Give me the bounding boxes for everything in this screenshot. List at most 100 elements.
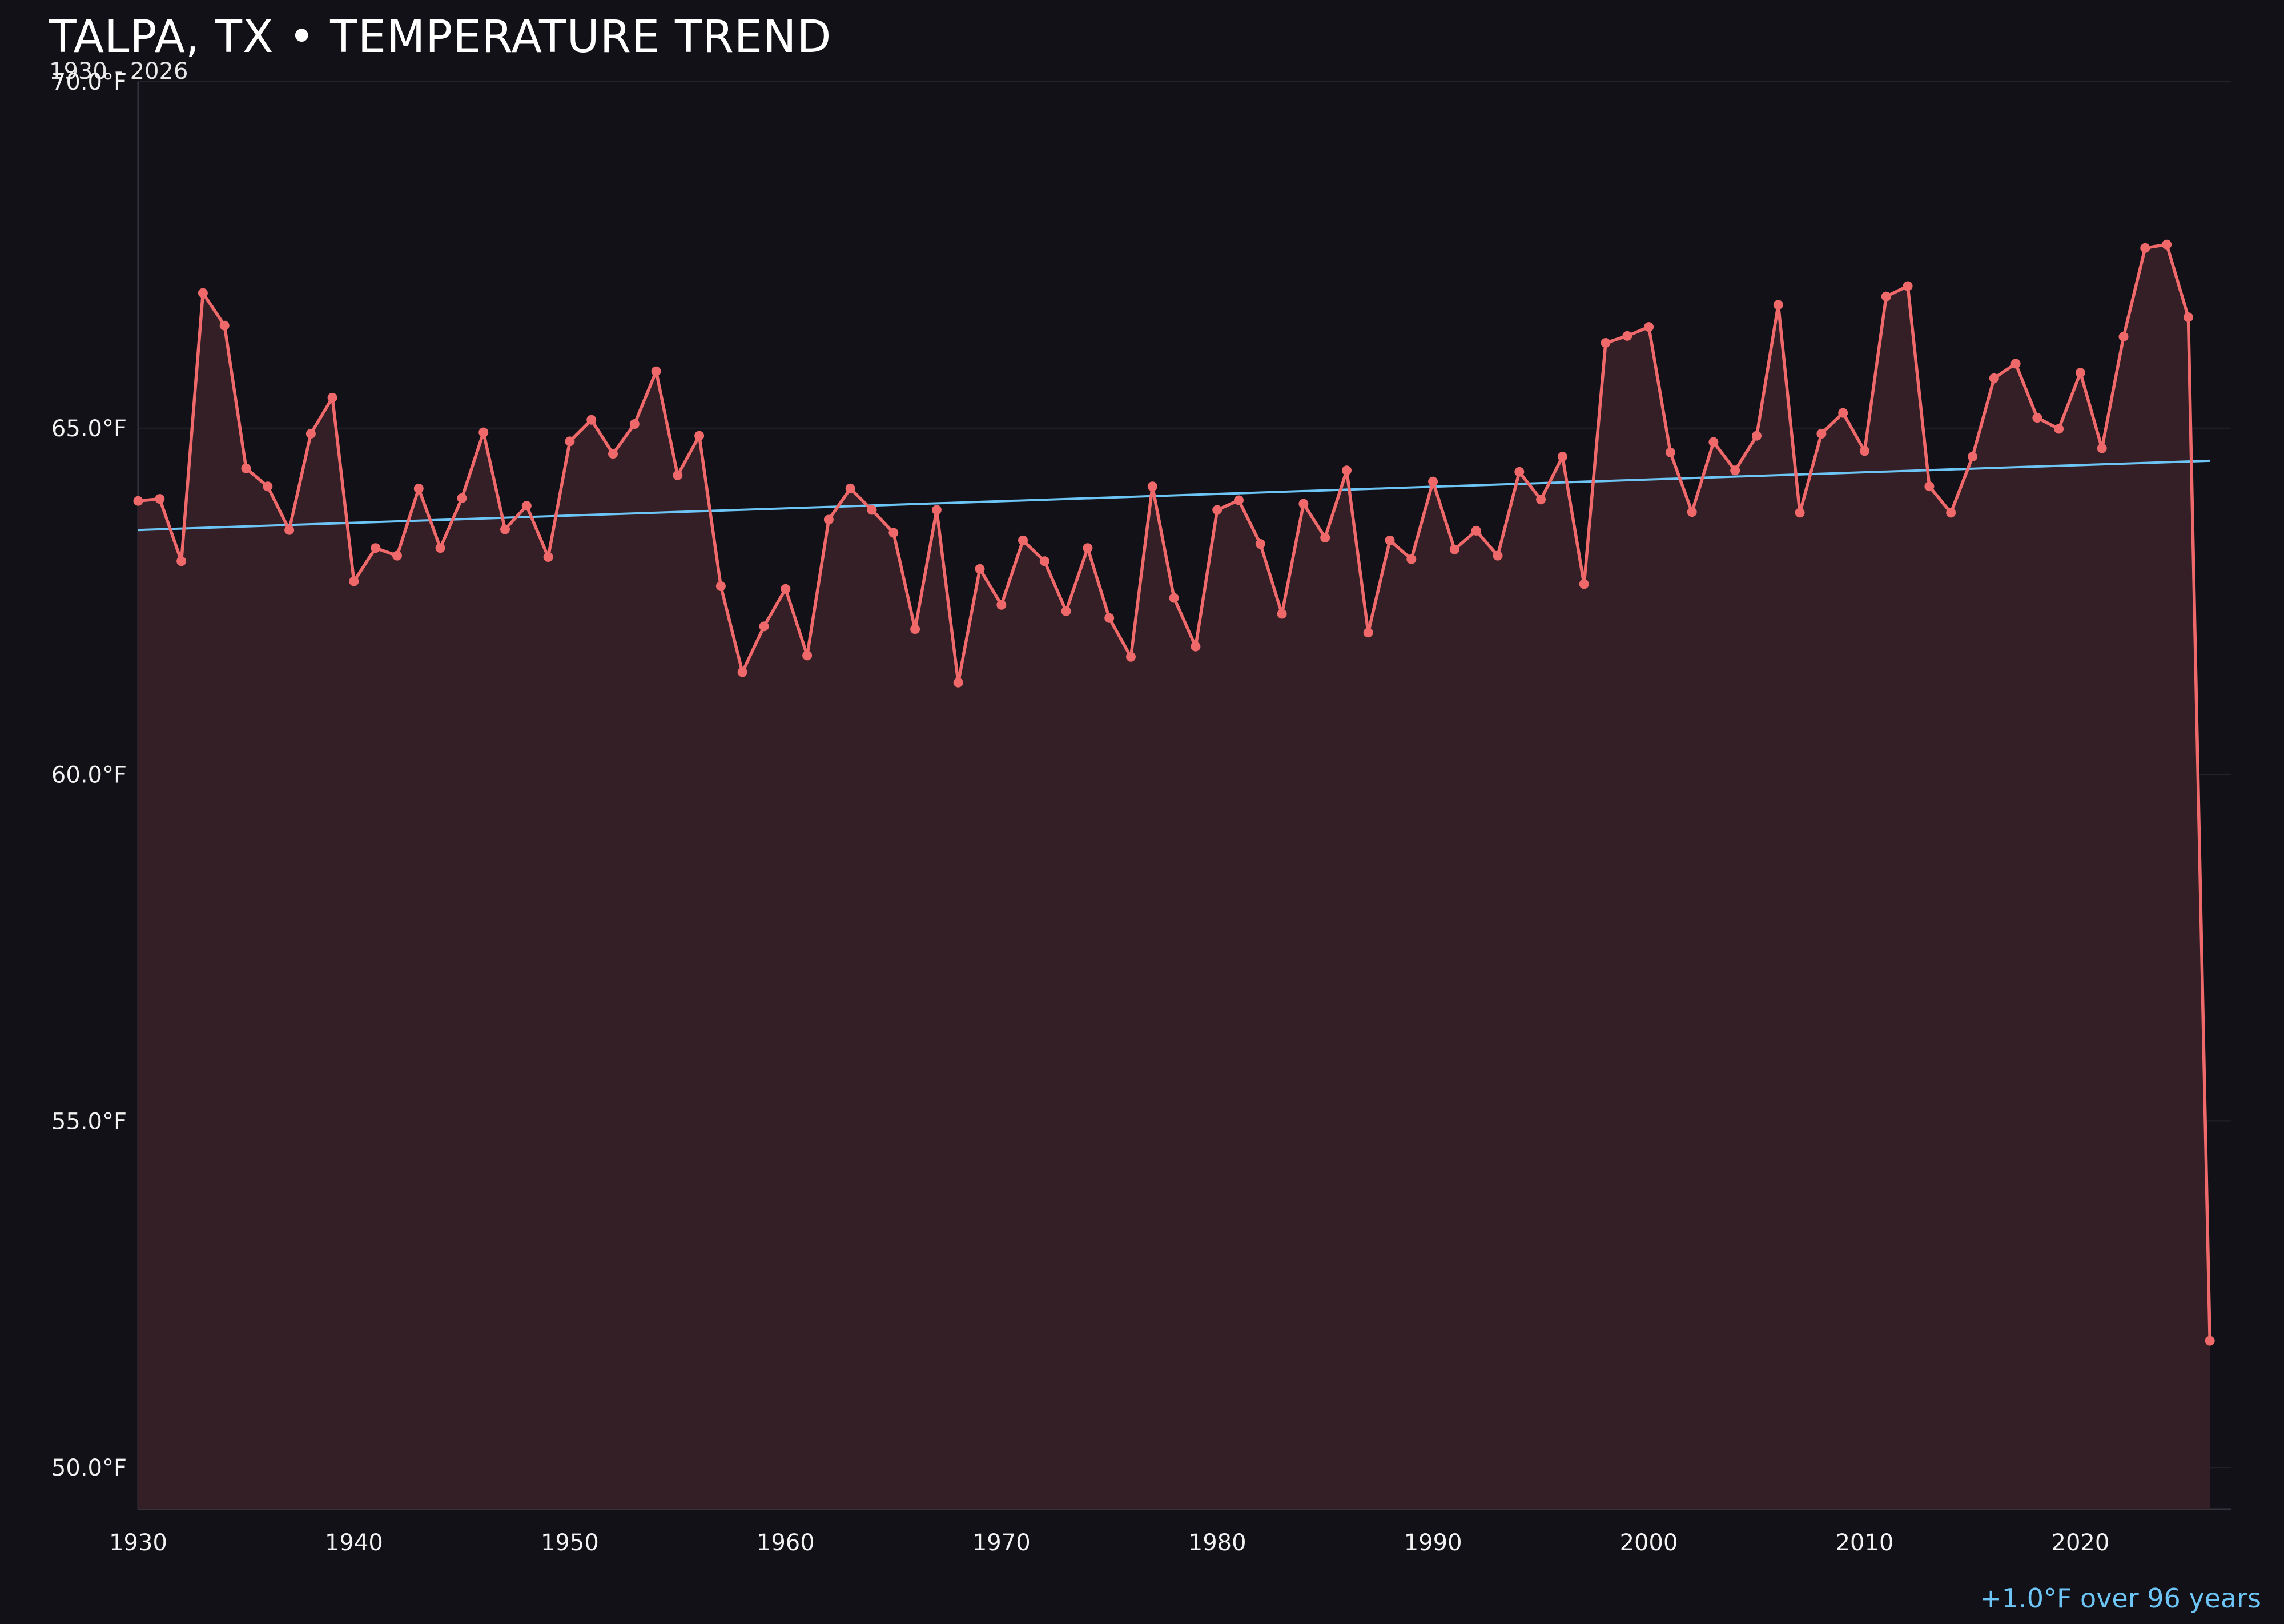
data-point-1957 (715, 581, 726, 591)
data-point-1936 (263, 481, 273, 492)
data-point-1934 (219, 320, 230, 331)
data-point-1991 (1449, 544, 1459, 554)
data-point-1935 (241, 463, 251, 473)
x-tick-labels: 1930 1940 1950 1960 1970 1980 1990 2000 2010 2020 (109, 1530, 2109, 1556)
data-point-1930 (133, 496, 143, 506)
data-point-1932 (176, 556, 187, 566)
x-tick-label-1990: 1990 (1404, 1530, 1462, 1556)
y-tick-label-2: 60.0°F (51, 762, 127, 789)
data-point-1938 (305, 429, 316, 439)
y-tick-labels: 50.0°F 55.0°F 60.0°F 65.0°F 70.0°F (51, 69, 127, 1481)
data-point-1975 (1104, 613, 1115, 623)
data-point-1964 (867, 505, 877, 515)
data-point-2020 (2075, 368, 2085, 378)
data-point-1983 (1277, 609, 1287, 619)
data-point-1937 (284, 525, 295, 535)
data-point-1986 (1342, 465, 1352, 476)
data-point-2021 (2097, 443, 2107, 453)
data-point-1939 (327, 392, 337, 403)
data-point-1967 (931, 505, 942, 515)
data-point-1952 (608, 449, 618, 459)
data-point-1985 (1320, 533, 1330, 542)
data-point-1968 (953, 677, 963, 688)
data-point-2025 (2183, 312, 2193, 323)
data-point-1949 (543, 552, 553, 562)
data-point-1970 (996, 600, 1007, 610)
data-point-1993 (1493, 550, 1503, 561)
data-points (133, 239, 2215, 1346)
data-point-1944 (435, 543, 445, 553)
data-point-1945 (457, 493, 467, 503)
data-point-1951 (586, 415, 597, 425)
data-point-1978 (1169, 593, 1179, 603)
data-point-1950 (565, 436, 575, 447)
x-tick-label-1940: 1940 (325, 1530, 383, 1556)
data-point-2010 (1860, 446, 1869, 456)
data-point-1941 (371, 543, 381, 553)
y-tick-label-0: 50.0°F (51, 1455, 127, 1481)
data-point-1959 (759, 621, 769, 632)
data-point-1940 (349, 576, 359, 586)
data-point-2003 (1708, 437, 1719, 447)
data-point-1998 (1601, 338, 1611, 348)
data-point-1960 (781, 584, 791, 594)
data-point-1979 (1191, 641, 1201, 652)
trend-line (138, 459, 2210, 532)
data-point-1943 (413, 483, 424, 493)
data-point-2012 (1903, 281, 1913, 291)
data-point-1953 (629, 419, 640, 429)
data-point-1958 (737, 667, 747, 677)
data-point-1956 (694, 431, 705, 441)
x-tick-label-1970: 1970 (972, 1530, 1031, 1556)
trend-annotation: +1.0°F over 96 years (1980, 1583, 2261, 1614)
x-tick-label-1930: 1930 (109, 1530, 167, 1556)
data-point-1989 (1406, 554, 1417, 564)
data-point-1955 (673, 470, 683, 480)
data-point-1980 (1212, 505, 1223, 515)
data-point-1987 (1363, 628, 1373, 638)
data-point-1965 (888, 528, 899, 538)
data-point-2017 (2010, 359, 2021, 369)
data-point-1988 (1385, 535, 1395, 545)
data-point-1996 (1557, 452, 1567, 462)
data-point-1963 (845, 483, 855, 493)
chart-title: TALPA, TX • TEMPERATURE TREND (49, 11, 832, 63)
data-point-1947 (500, 524, 510, 534)
x-tick-label-1980: 1980 (1188, 1530, 1246, 1556)
data-point-1976 (1126, 652, 1136, 662)
data-point-2011 (1881, 291, 1891, 302)
data-point-2004 (1730, 465, 1740, 476)
data-point-2019 (2054, 424, 2064, 434)
data-point-1992 (1471, 525, 1481, 536)
data-point-1982 (1255, 539, 1265, 549)
data-point-1995 (1536, 495, 1546, 505)
data-point-2007 (1795, 508, 1805, 518)
data-point-1994 (1514, 467, 1525, 477)
data-point-2009 (1838, 408, 1848, 418)
x-tick-label-1960: 1960 (757, 1530, 815, 1556)
chart-subtitle: 1930 - 2026 (49, 58, 188, 85)
data-point-2024 (2162, 239, 2172, 250)
data-point-1997 (1579, 579, 1589, 589)
data-point-2018 (2032, 413, 2042, 423)
y-tick-label-4: 70.0°F (51, 69, 127, 95)
data-point-2002 (1687, 507, 1697, 517)
data-point-1948 (521, 501, 532, 511)
data-point-1946 (478, 427, 489, 437)
series-area-fill (138, 244, 2210, 1510)
data-point-2015 (1968, 452, 1977, 462)
data-point-1973 (1061, 606, 1071, 616)
data-point-1984 (1298, 499, 1309, 509)
y-tick-label-3: 65.0°F (51, 416, 127, 442)
data-point-1942 (392, 550, 402, 561)
data-point-2016 (1989, 373, 1999, 383)
data-point-1990 (1428, 476, 1438, 487)
data-point-1974 (1083, 543, 1093, 553)
data-point-2001 (1665, 447, 1675, 457)
x-tick-label-1950: 1950 (541, 1530, 599, 1556)
data-point-1961 (802, 650, 813, 661)
data-point-1972 (1039, 556, 1049, 566)
data-point-1981 (1234, 495, 1244, 505)
data-point-1969 (975, 564, 985, 574)
